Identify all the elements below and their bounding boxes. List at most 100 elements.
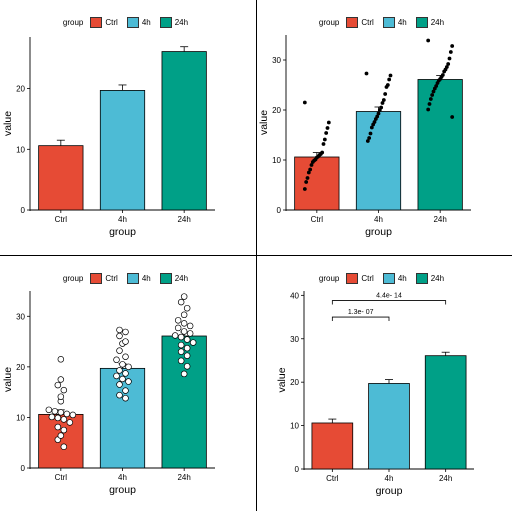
legend-item-4h: 4h [126,16,151,28]
legend-key-24h [159,272,172,284]
data-point-24h [171,332,179,339]
chart-panel-top-right: group Ctrl 4h 24h 0 10 20 30 Ctrl 4h 24h group v… [256,0,512,255]
x-tick-label-24h: 24h [433,215,446,224]
data-point-24h [435,81,440,85]
chart-panel-bottom-left: group Ctrl 4h 24h 0 10 20 30 Ctrl 4h 24h group v… [0,256,256,511]
y-tick-label: 30 [290,335,299,344]
data-point-24h [180,311,188,319]
chart-svg: 0 10 20 30 Ctrl 4h 24h group value [258,35,471,238]
y-tick-label: 20 [290,378,299,387]
data-point-24h [186,322,194,330]
data-point-24h [180,328,188,335]
legend-key-4h [126,272,139,284]
data-point-4h [364,71,369,76]
data-point-4h [116,326,123,334]
y-tick-label: 10 [290,422,299,431]
data-point-ctrl [69,411,77,419]
data-point-4h [388,73,393,78]
data-point-ctrl [302,187,307,191]
data-point-ctrl [51,408,59,415]
data-point-24h [174,317,182,324]
data-point-24h [183,336,191,343]
bar-ctrl [294,156,340,211]
y-tick-label: 10 [16,413,25,422]
data-point-4h [116,347,123,354]
y-axis-title: value [2,111,14,136]
legend-label-24h: 24h [430,273,445,283]
data-point-24h [183,304,191,312]
data-point-24h [189,339,197,346]
data-point-4h [113,372,120,380]
data-point-4h [381,98,386,102]
legend-title: group [62,273,84,283]
legend-label-4h: 4h [141,17,151,27]
x-tick-label-4h: 4h [374,215,383,224]
bar-24h [417,79,463,211]
data-point-ctrl [54,381,62,389]
data-point-ctrl [304,180,309,184]
data-point-ctrl [60,426,68,434]
bar-4h [99,90,146,211]
legend-item-4h: 4h [126,272,151,284]
data-point-ctrl [326,120,331,125]
data-point-4h [384,85,389,89]
legend-item-ctrl: Ctrl [90,272,118,284]
data-point-4h [125,363,132,371]
data-point-4h [369,125,374,130]
data-point-4h [119,375,126,383]
legend-label-4h: 4h [397,17,407,27]
legend-key-4h [382,272,395,284]
data-point-4h [380,101,385,105]
legend-label-ctrl: Ctrl [361,17,374,27]
data-point-24h [183,363,191,370]
data-point-4h [125,378,132,385]
data-point-ctrl [48,413,56,421]
comparison-bracket-2 [331,300,447,305]
x-tick-label-ctrl: Ctrl [326,474,339,483]
data-point-4h [122,353,129,360]
x-tick-label-ctrl: Ctrl [311,215,324,224]
legend-title: group [318,17,340,27]
chart-svg: 0 10 20 Ctrl 4h 24h group value [2,37,215,238]
data-point-ctrl [66,419,74,426]
data-point-ctrl [54,423,62,431]
data-point-4h [365,139,370,143]
chart-panel-top-left: group Ctrl 4h 24h 0 10 20 Ctrl 4h 24h group val… [0,0,256,255]
data-point-24h [183,344,191,352]
data-point-4h [122,370,129,377]
data-point-24h [442,69,447,74]
legend: group Ctrl 4h 24h [256,14,512,30]
data-point-ctrl [310,160,315,164]
legend-item-24h: 24h [159,272,189,284]
x-tick-label-4h: 4h [385,474,394,483]
y-tick-label: 20 [272,106,281,115]
data-point-ctrl [45,406,53,414]
x-axis-title: group [109,226,136,238]
data-point-24h [177,341,185,349]
legend-key-ctrl [346,272,359,284]
data-point-4h [122,328,129,336]
data-point-24h [432,86,437,91]
data-point-24h [177,348,185,355]
chart-svg: 0 10 20 30 Ctrl 4h 24h group value [2,291,215,496]
x-tick-label-ctrl: Ctrl [55,473,68,482]
data-point-24h [426,107,431,112]
legend-label-24h: 24h [430,17,445,27]
y-tick-label: 0 [21,206,26,215]
bar-4h [355,111,402,211]
data-point-ctrl [60,416,68,423]
data-point-4h [373,117,378,121]
data-point-24h [180,320,188,327]
legend-item-4h: 4h [382,272,407,284]
data-point-ctrl [57,356,65,363]
legend-item-24h: 24h [159,16,188,28]
x-axis-title: group [109,484,136,496]
legend: group Ctrl 4h 24h [256,270,512,286]
legend-item-ctrl: Ctrl [346,16,374,28]
data-point-24h [177,357,185,365]
data-point-24h [174,324,182,332]
legend-label-24h: 24h [174,273,189,283]
y-tick-label: 0 [21,464,26,473]
data-point-24h [430,93,435,97]
